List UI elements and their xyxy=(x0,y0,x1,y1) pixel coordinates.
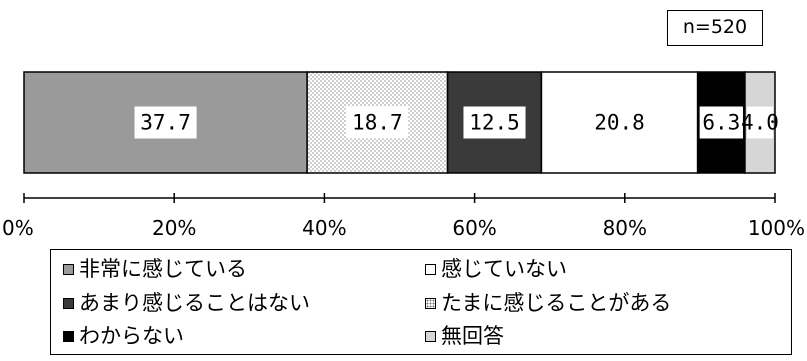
data-label-box-5 xyxy=(746,106,773,139)
legend-item-1: たまに感じることがある xyxy=(425,290,671,316)
legend-swatch-5 xyxy=(425,331,436,342)
data-label-1: 18.7 xyxy=(352,111,403,135)
legend: 非常に感じている 感じていないあまり感じることはない たまに感じることがあるわからな… xyxy=(50,249,792,355)
x-tick-label-1: 20% xyxy=(152,216,196,240)
data-label-box-3 xyxy=(588,106,651,139)
legend-label-4: わからない xyxy=(79,324,184,348)
legend-item-3: 感じていない xyxy=(425,256,567,282)
data-label-box-4 xyxy=(699,106,743,139)
data-label-box-2 xyxy=(463,106,526,139)
legend-label-0: 非常に感じている xyxy=(79,257,247,281)
data-label-4: 6.3 xyxy=(702,111,740,135)
data-label-box-1 xyxy=(346,106,409,139)
legend-swatch-2 xyxy=(63,298,74,309)
sample-size-label: n=520 xyxy=(667,10,763,46)
data-label-2: 12.5 xyxy=(469,111,520,135)
legend-swatch-4 xyxy=(63,331,74,342)
x-tick-label-3: 60% xyxy=(452,216,496,240)
legend-label-3: 感じていない xyxy=(441,257,567,281)
bar-segment-2 xyxy=(446,71,543,174)
data-label-5: 4.0 xyxy=(741,111,779,135)
legend-swatch-0 xyxy=(63,264,74,275)
legend-swatch-1 xyxy=(425,298,436,309)
x-tick-label-2: 40% xyxy=(302,216,346,240)
legend-item-0: 非常に感じている xyxy=(63,256,247,282)
legend-item-4: わからない xyxy=(63,323,184,349)
legend-label-5: 無回答 xyxy=(441,324,504,348)
data-label-3: 20.8 xyxy=(594,111,645,135)
legend-item-5: 無回答 xyxy=(425,323,504,349)
legend-label-1: たまに感じることがある xyxy=(441,291,672,315)
x-tick-label-5: 100% xyxy=(748,216,805,240)
x-tick-label-0: 0% xyxy=(2,216,34,240)
legend-swatch-3 xyxy=(425,264,436,275)
data-label-box-0 xyxy=(134,106,197,139)
x-tick-label-4: 80% xyxy=(603,216,647,240)
data-label-0: 37.7 xyxy=(140,111,191,135)
legend-label-2: あまり感じることはない xyxy=(79,291,310,315)
legend-item-2: あまり感じることはない xyxy=(63,290,310,316)
